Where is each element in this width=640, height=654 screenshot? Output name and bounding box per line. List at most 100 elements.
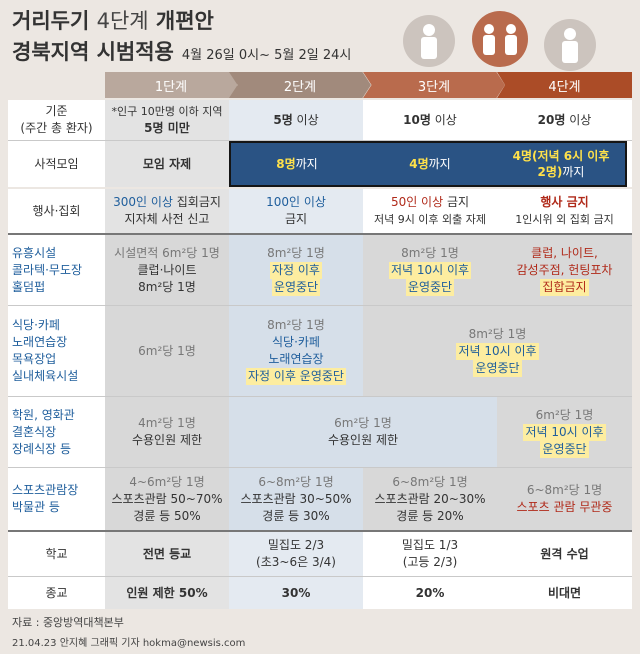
value-highlight: 50인 이상 <box>390 195 444 209</box>
row-label: 학원, 영화관 결혼식장 장례식장 등 <box>8 397 105 467</box>
value-text: 1인시위 외 집회 금지 <box>515 213 614 226</box>
value-text: 경륜 등 20% <box>396 508 464 523</box>
row-label: 유흥시설 콜라텍·무도장 홀덤펍 <box>8 235 105 305</box>
divider <box>8 396 632 397</box>
label-line: 노래연습장 <box>12 335 68 349</box>
value-text: 경륜 등 50% <box>133 508 201 523</box>
row-criteria: 기준 (주간 총 환자) *인구 10만명 이하 지역 5명 미만 5명 이상 … <box>8 100 632 140</box>
value-text: 밀집도 1/3 <box>401 538 459 552</box>
cell-stage3: 6~8m²당 1명 스포츠관람 20~30% 경륜 등 20% <box>363 468 497 530</box>
value-text: 클럽·나이트 <box>137 262 197 277</box>
value-num: 5명 <box>273 112 293 127</box>
cell-stage2: 30% <box>229 577 363 609</box>
row-label: 학교 <box>8 532 105 576</box>
row-label: 종교 <box>8 577 105 609</box>
value-text: 스포츠관람 30~50% <box>240 491 352 506</box>
stage-header-1: 1단계 <box>105 72 237 98</box>
title-block: 거리두기 4단계 개편안 경북지역 시범적용 4월 26일 0시~ 5월 2일 2… <box>12 6 351 68</box>
cell-stage4: 클럽, 나이트, 감성주점, 헌팅포차 집합금지 <box>497 235 632 305</box>
value-highlight: 운영중단 <box>271 278 321 296</box>
credit-note: 21.04.23 안지혜 그래픽 기자 hokma@newsis.com <box>12 638 246 649</box>
value-highlight: 저녁 10시 이후 <box>388 261 472 279</box>
value-highlight: 식당·카페 <box>272 335 320 349</box>
value-text: 금지 <box>443 195 470 209</box>
label-line: 홀덤펍 <box>12 279 46 294</box>
value-text: 6m²당 1명 <box>535 407 594 422</box>
value-text: 8m²당 1명 <box>138 279 196 294</box>
cell-stage4: 4명(저녁 6시 이후 2명)까지 <box>497 143 625 185</box>
value-text: 6~8m²당 1명 <box>526 483 603 497</box>
cell-stage4: 6~8m²당 1명 스포츠 관람 무관중 <box>497 468 632 530</box>
cell-stage4: 6m²당 1명 저녁 10시 이후 운영중단 <box>497 397 632 467</box>
value-highlight: 감성주점, 헌팅포차 <box>516 262 613 277</box>
title-word-distancing: 거리두기 <box>12 9 90 33</box>
value-text: (초3~6은 3/4) <box>256 555 336 569</box>
row-religion: 종교 인원 제한 50% 30% 20% 비대면 <box>8 577 632 609</box>
value-text: 수용인원 제한 <box>327 433 399 447</box>
person-icon <box>472 11 528 67</box>
cell-stage4: 행사 금지 1인시위 외 집회 금지 <box>497 189 632 233</box>
row-label: 행사·집회 <box>8 189 105 233</box>
row-label: 사적모임 <box>8 141 105 187</box>
row-academy: 학원, 영화관 결혼식장 장례식장 등 4m²당 1명 수용인원 제한 6m²당… <box>8 397 632 467</box>
title-word-stage: 4단계 <box>96 9 149 33</box>
value-highlight: 저녁 10시 이후 <box>456 342 539 360</box>
value-highlight: 스포츠 관람 무관중 <box>516 500 613 514</box>
value-num: 8명 <box>276 157 296 171</box>
label-line: 장례식장 등 <box>12 441 72 456</box>
cell-stage3: 50인 이상 금지 저녁 9시 이후 외출 자제 <box>363 189 497 233</box>
page-title-line1: 거리두기 4단계 개편안 <box>12 6 351 36</box>
value-highlight: 자정 이후 <box>270 261 322 279</box>
value-highlight: 저녁 10시 이후 <box>523 423 606 441</box>
value-text: 8m²당 1명 <box>267 318 325 332</box>
stage-header-4: 4단계 <box>497 72 632 98</box>
row-label: 스포츠관람장 박물관 등 <box>8 468 105 530</box>
value-text: 집회금지 <box>172 195 221 209</box>
value-suffix: 이상 <box>565 112 592 127</box>
label-line: 유흥시설 <box>12 245 57 260</box>
label-line: 콜라텍·무도장 <box>12 262 83 277</box>
value-num: 2명) <box>537 165 563 179</box>
value-highlight: 운영중단 <box>473 359 522 377</box>
value-text: 시설면적 6m²당 1명 <box>114 245 220 260</box>
cell-stage1: 인원 제한 50% <box>105 577 229 609</box>
value-num: 4명 <box>409 157 429 171</box>
divider <box>8 467 632 468</box>
stage-header-2: 2단계 <box>229 72 371 98</box>
gathering-band: 8명 까지 4명 까지 4명(저녁 6시 이후 2명)까지 <box>229 141 627 187</box>
cell-stage2: 8명 까지 <box>231 143 363 185</box>
value-text: 금지 <box>284 212 308 226</box>
value-highlight: 100인 이상 <box>266 195 326 209</box>
value-highlight: 집합금지 <box>540 278 589 296</box>
cell-stage3: 10명 이상 <box>363 100 497 140</box>
cell-stage3: 20% <box>363 577 497 609</box>
row-restaurant: 식당·카페 노래연습장 목욕장업 실내체육시설 6m²당 1명 8m²당 1명 … <box>8 306 632 396</box>
label-line: 기준 <box>45 104 68 118</box>
value-text: 저녁 9시 이후 외출 자제 <box>373 213 487 226</box>
value-suffix: 까지 <box>562 165 585 179</box>
cell-stage1: 모임 자제 <box>105 141 229 187</box>
divider <box>8 530 632 532</box>
value-text: 5명 미만 <box>144 121 190 135</box>
value-num: 10명 <box>403 112 431 127</box>
cell-stage3: 4명 까지 <box>363 143 497 185</box>
title-region: 경북지역 시범적용 <box>12 40 174 64</box>
value-text: 6m²당 1명 <box>334 416 392 430</box>
row-label: 기준 (주간 총 환자) <box>8 100 105 140</box>
row-label: 식당·카페 노래연습장 목욕장업 실내체육시설 <box>8 306 105 396</box>
title-word-reform: 개편안 <box>155 9 214 33</box>
value-text: 4m²당 1명 <box>138 416 196 430</box>
value-highlight: 운영중단 <box>540 440 589 458</box>
cell-stage2: 8m²당 1명 자정 이후 운영중단 <box>229 235 363 305</box>
cell-stage2: 밀집도 2/3 (초3~6은 3/4) <box>229 532 363 576</box>
value-num: 20명 <box>537 112 566 127</box>
divider <box>8 140 632 141</box>
cell-stage1: 300인 이상 집회금지 지자체 사전 신고 <box>105 189 229 233</box>
value-highlight: 300인 이상 <box>113 195 173 209</box>
cell-stage2: 100인 이상 금지 <box>229 189 363 233</box>
divider <box>8 305 632 306</box>
value-suffix: 까지 <box>428 157 451 171</box>
value-text: 4~6m²당 1명 <box>129 474 205 489</box>
row-events: 행사·집회 300인 이상 집회금지 지자체 사전 신고 100인 이상 금지 … <box>8 189 632 233</box>
stage-header-3: 3단계 <box>363 72 505 98</box>
